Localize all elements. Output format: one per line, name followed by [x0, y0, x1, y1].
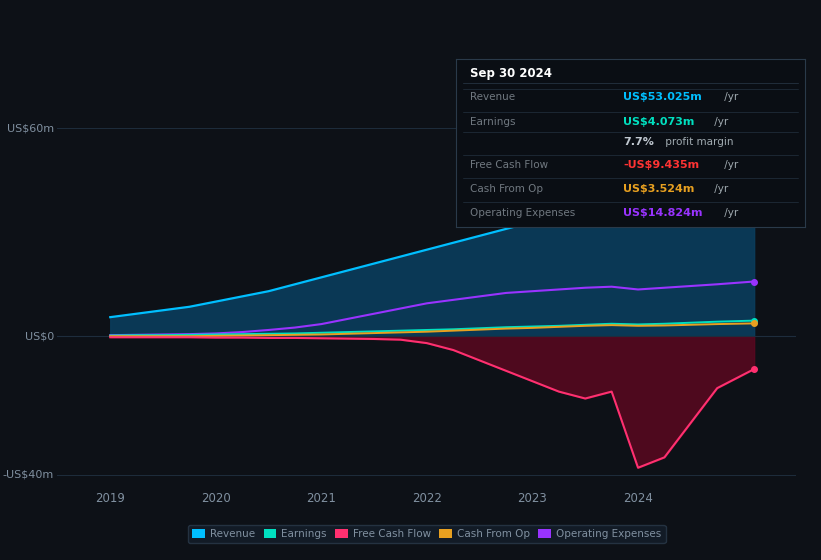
Text: US$14.824m: US$14.824m [623, 208, 703, 217]
Text: profit margin: profit margin [663, 137, 734, 147]
Text: US$53.025m: US$53.025m [623, 92, 702, 102]
Text: /yr: /yr [721, 161, 738, 170]
Text: US$4.073m: US$4.073m [623, 117, 695, 127]
Text: 7.7%: 7.7% [623, 137, 654, 147]
Text: US$0: US$0 [25, 331, 54, 341]
Text: US$3.524m: US$3.524m [623, 184, 695, 194]
Text: Revenue: Revenue [470, 92, 515, 102]
Text: Earnings: Earnings [470, 117, 515, 127]
Text: /yr: /yr [711, 117, 728, 127]
Text: US$60m: US$60m [7, 124, 54, 133]
Text: Sep 30 2024: Sep 30 2024 [470, 67, 552, 80]
Text: Operating Expenses: Operating Expenses [470, 208, 575, 217]
Text: Cash From Op: Cash From Op [470, 184, 543, 194]
Legend: Revenue, Earnings, Free Cash Flow, Cash From Op, Operating Expenses: Revenue, Earnings, Free Cash Flow, Cash … [188, 525, 666, 543]
Text: /yr: /yr [721, 208, 738, 217]
Text: -US$40m: -US$40m [2, 470, 54, 480]
Text: /yr: /yr [721, 92, 738, 102]
Text: /yr: /yr [711, 184, 728, 194]
Text: -US$9.435m: -US$9.435m [623, 161, 699, 170]
Text: Free Cash Flow: Free Cash Flow [470, 161, 548, 170]
